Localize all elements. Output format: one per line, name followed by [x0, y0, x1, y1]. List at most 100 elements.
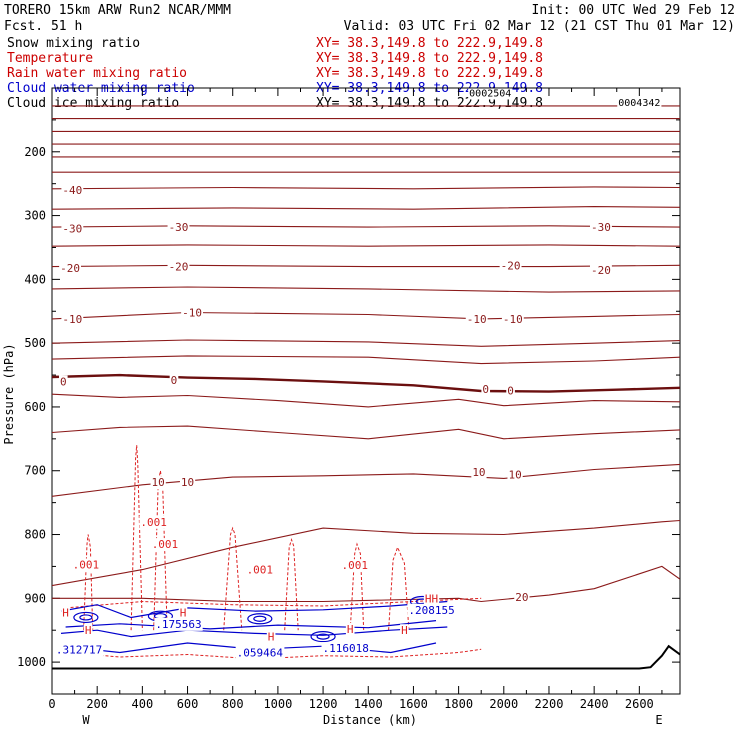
- header-left-line1: TORERO 15km ARW Run2 NCAR/MMM: [4, 3, 231, 18]
- field-label: Rain water mixing ratio: [7, 66, 187, 81]
- top-label: 0002504: [469, 88, 511, 99]
- field-legend: Snow mixing ratio XY= 38.3,149.8 to 222.9…: [7, 36, 543, 111]
- temperature-contour: [52, 355, 680, 365]
- temperature-label-bg: [58, 375, 68, 389]
- temperature-label-bg: [471, 466, 487, 480]
- temperature-label-bg: [181, 306, 203, 320]
- rain-label: .001: [247, 564, 274, 577]
- max-label: H: [62, 606, 69, 619]
- x-tick-label: 1000: [263, 697, 292, 711]
- header-left-line2: Fcst. 51 h: [4, 19, 82, 34]
- cloud-water-label: .312717: [56, 643, 102, 656]
- header-valid: Valid: 03 UTC Fri 02 Mar 12 (21 CST Thu …: [344, 19, 735, 34]
- temperature-label: 20: [515, 591, 528, 604]
- cloud-water-contour: [247, 613, 273, 625]
- rain-contour: [388, 545, 410, 631]
- y-tick-label: 600: [24, 400, 46, 414]
- x-tick-label: 1200: [309, 697, 338, 711]
- temperature-label-bg: [501, 312, 524, 326]
- temperature-label-bg: [465, 312, 488, 326]
- y-tick-label: 400: [24, 272, 46, 286]
- cloud-water-label-bg: [154, 617, 203, 631]
- x-tick-label: 0: [48, 697, 55, 711]
- temperature-contour: [52, 519, 680, 587]
- top-label-bg: [617, 98, 662, 110]
- cloud-water-contour: [65, 620, 437, 630]
- max-label: H: [180, 606, 187, 619]
- terrain-line: [52, 644, 680, 670]
- temperature-contour: [52, 206, 680, 210]
- x-tick-label: 800: [222, 697, 244, 711]
- temperature-label: 0: [171, 374, 178, 387]
- temperature-label: -30: [591, 221, 611, 234]
- x-tick-label: 2000: [489, 697, 518, 711]
- x-axis-label: Distance (km): [323, 713, 417, 727]
- max-label-bg: [345, 622, 355, 636]
- x-tick-label: 2200: [535, 697, 564, 711]
- rain-label-bg: [139, 515, 168, 529]
- temperature-label-bg: [167, 221, 190, 235]
- max-label-bg: [266, 630, 276, 644]
- temperature-contour: [52, 311, 680, 320]
- temperature-contour: [52, 225, 680, 228]
- temperature-label-bg: [167, 260, 190, 274]
- cloud-water-label: .116018: [322, 642, 368, 655]
- field-label: Temperature: [7, 51, 93, 66]
- max-label-bg: [400, 624, 409, 638]
- cloud-water-contour: [79, 614, 93, 621]
- cloud-water-contour: [316, 633, 330, 640]
- cloud-water-contour: [60, 626, 448, 638]
- x-tick-label: 400: [132, 697, 154, 711]
- rain-contour: [65, 597, 482, 609]
- y-tick-label: 500: [24, 336, 46, 350]
- cloud-water-label: .175563: [155, 618, 201, 631]
- temperature-label: -10: [62, 313, 82, 326]
- y-tick-label: 300: [24, 209, 46, 223]
- cloud-water-label: .059464: [237, 647, 284, 660]
- max-label: H: [401, 624, 408, 637]
- temperature-label-bg: [59, 261, 82, 275]
- y-tick-label: 800: [24, 528, 46, 542]
- y-tick-label: 200: [24, 145, 46, 159]
- cloud-water-label: .208155: [408, 604, 454, 617]
- temperature-label-bg: [61, 184, 84, 198]
- cloud-water-label-bg: [235, 646, 285, 660]
- zero-isotherm: [52, 373, 680, 393]
- temperature-label-bg: [481, 383, 491, 397]
- max-label: HH: [425, 592, 438, 605]
- temperature-label: 10: [472, 466, 485, 479]
- cloud-water-contour: [310, 630, 336, 643]
- temperature-contour: [52, 186, 680, 190]
- cloud-water-label-bg: [321, 642, 370, 656]
- x-tick-label: 1800: [444, 697, 473, 711]
- x-tick-label: 1400: [354, 697, 383, 711]
- temperature-label: 10: [152, 476, 165, 489]
- max-label: H: [268, 631, 275, 644]
- cloud-water-contour: [253, 615, 267, 622]
- rain-contour: [349, 542, 365, 631]
- temperature-contour: [52, 425, 680, 440]
- cloud-water-label-bg: [407, 603, 456, 617]
- temperature-label-bg: [179, 476, 196, 490]
- field-label: Snow mixing ratio: [7, 36, 140, 51]
- temperature-contour: [52, 286, 680, 293]
- cloud-water-label-bg: [54, 643, 104, 657]
- temperature-label: 0: [482, 383, 489, 396]
- cloud-water-contour: [73, 611, 99, 624]
- temperature-contour: [52, 565, 680, 603]
- temperature-label: 10: [508, 469, 521, 482]
- rain-label: .001: [341, 559, 368, 572]
- rain-label: .001: [73, 559, 100, 572]
- temperature-label: -20: [169, 261, 189, 274]
- x-axis-end-left: W: [82, 713, 90, 727]
- temperature-label-bg: [150, 476, 166, 490]
- temperature-label-bg: [169, 374, 179, 388]
- y-tick-label: 1000: [17, 655, 46, 669]
- header-init: Init: 00 UTC Wed 29 Feb 12: [532, 3, 736, 18]
- x-tick-label: 1600: [399, 697, 428, 711]
- rain-label-bg: [71, 558, 101, 572]
- temperature-label-bg: [589, 221, 612, 235]
- temperature-label: 10: [181, 476, 194, 489]
- max-label: H: [347, 623, 354, 636]
